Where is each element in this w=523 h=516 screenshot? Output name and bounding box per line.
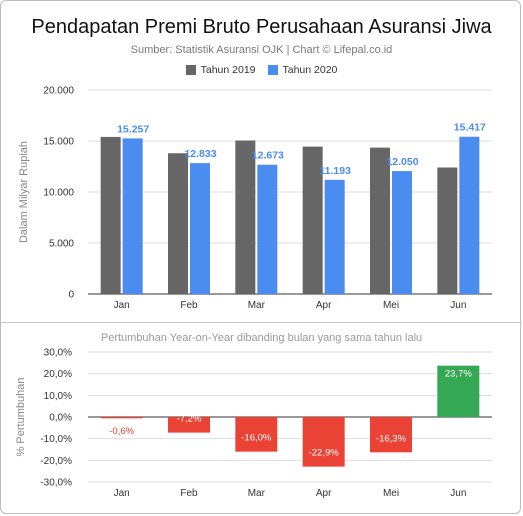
bottom-x-tick-label: Apr [316,488,332,499]
chart-title: Pendapatan Premi Bruto Perusahaan Asuran… [31,16,492,38]
growth-bar-mar [235,417,278,452]
legend-swatch-2020 [267,65,278,75]
data-label-2020: 12.673 [252,150,284,162]
bottom-y-tick-label: 10,0% [44,391,72,402]
growth-data-label: 23,7% [445,369,472,380]
panel-divider [1,322,522,323]
top-x-tick-label: Feb [180,300,198,311]
growth-bar-jun [437,365,480,417]
growth-bar-apr [302,417,345,467]
top-y-axis-title: Dalam Milyar Rupiah [18,141,30,243]
legend-label-2020: Tahun 2020 [282,64,338,76]
growth-bar-feb [168,417,210,433]
legend-label-2019: Tahun 2019 [200,64,256,76]
growth-data-label: -7,2% [177,414,202,425]
bar-2020-apr [324,179,345,294]
bottom-y-tick-label: 0,0% [49,413,72,424]
bottom-y-tick-label: 20,0% [44,369,72,380]
data-label-2020: 15.257 [117,123,149,135]
data-label-2020: 11.193 [319,165,351,177]
growth-data-label: -16,3% [376,433,407,444]
bottom-x-tick-label: Feb [180,488,198,499]
bottom-y-tick-label: -20,0% [40,456,72,467]
bar-2019-jan [100,136,121,294]
top-y-tick-label: 10.000 [43,188,74,199]
legend-item-2019: Tahun 2019 [185,64,256,76]
top-y-tick-label: 5.000 [49,239,74,250]
bar-2020-jan [122,138,143,294]
bar-2019-apr [302,146,323,294]
bottom-y-tick-label: -30,0% [40,478,72,489]
bar-2020-mei [392,171,412,294]
top-x-tick-label: Mar [248,300,266,311]
growth-data-label: -0,6% [109,426,134,437]
legend: Tahun 2019 Tahun 2020 [0,64,523,76]
growth-data-label: -16,0% [241,433,272,444]
growth-chart-title: Pertumbuhan Year-on-Year dibanding bulan… [100,332,423,344]
bar-2019-jun [437,167,458,294]
chart-subtitle: Sumber: Statistik Asuransi OJK | Chart ©… [130,44,393,56]
bottom-y-tick-label: -10,0% [40,434,72,445]
data-label-2020: 12.833 [184,148,216,160]
top-x-tick-label: Mei [383,300,399,311]
bottom-y-axis-title: % Pertumbuhan [15,378,27,457]
bar-2019-mar [235,140,256,294]
bottom-x-tick-label: Mar [248,488,266,499]
top-y-tick-label: 15.000 [43,137,74,148]
top-y-tick-label: 20.000 [43,86,74,97]
top-x-tick-label: Jan [114,300,130,311]
bar-2020-mar [257,164,278,294]
bottom-x-tick-label: Jun [450,488,466,499]
bar-2020-feb [190,163,210,294]
legend-item-2020: Tahun 2020 [267,64,338,76]
data-label-2020: 12.050 [386,156,418,168]
bottom-x-tick-label: Jan [114,488,130,499]
top-y-tick-label: 0 [68,290,74,301]
growth-bar-mei [370,417,412,453]
bottom-x-tick-label: Mei [383,488,399,499]
legend-swatch-2019 [185,65,196,75]
growth-bar-jan [100,417,143,419]
bar-2020-jun [459,136,480,294]
top-x-tick-label: Jun [450,300,466,311]
top-x-tick-label: Apr [316,300,332,311]
bar-2019-feb [168,153,188,294]
bar-2019-mei [370,147,390,294]
growth-data-label: -22,9% [309,448,340,459]
data-label-2020: 15.417 [454,122,486,134]
bottom-y-tick-label: 30,0% [44,348,72,359]
